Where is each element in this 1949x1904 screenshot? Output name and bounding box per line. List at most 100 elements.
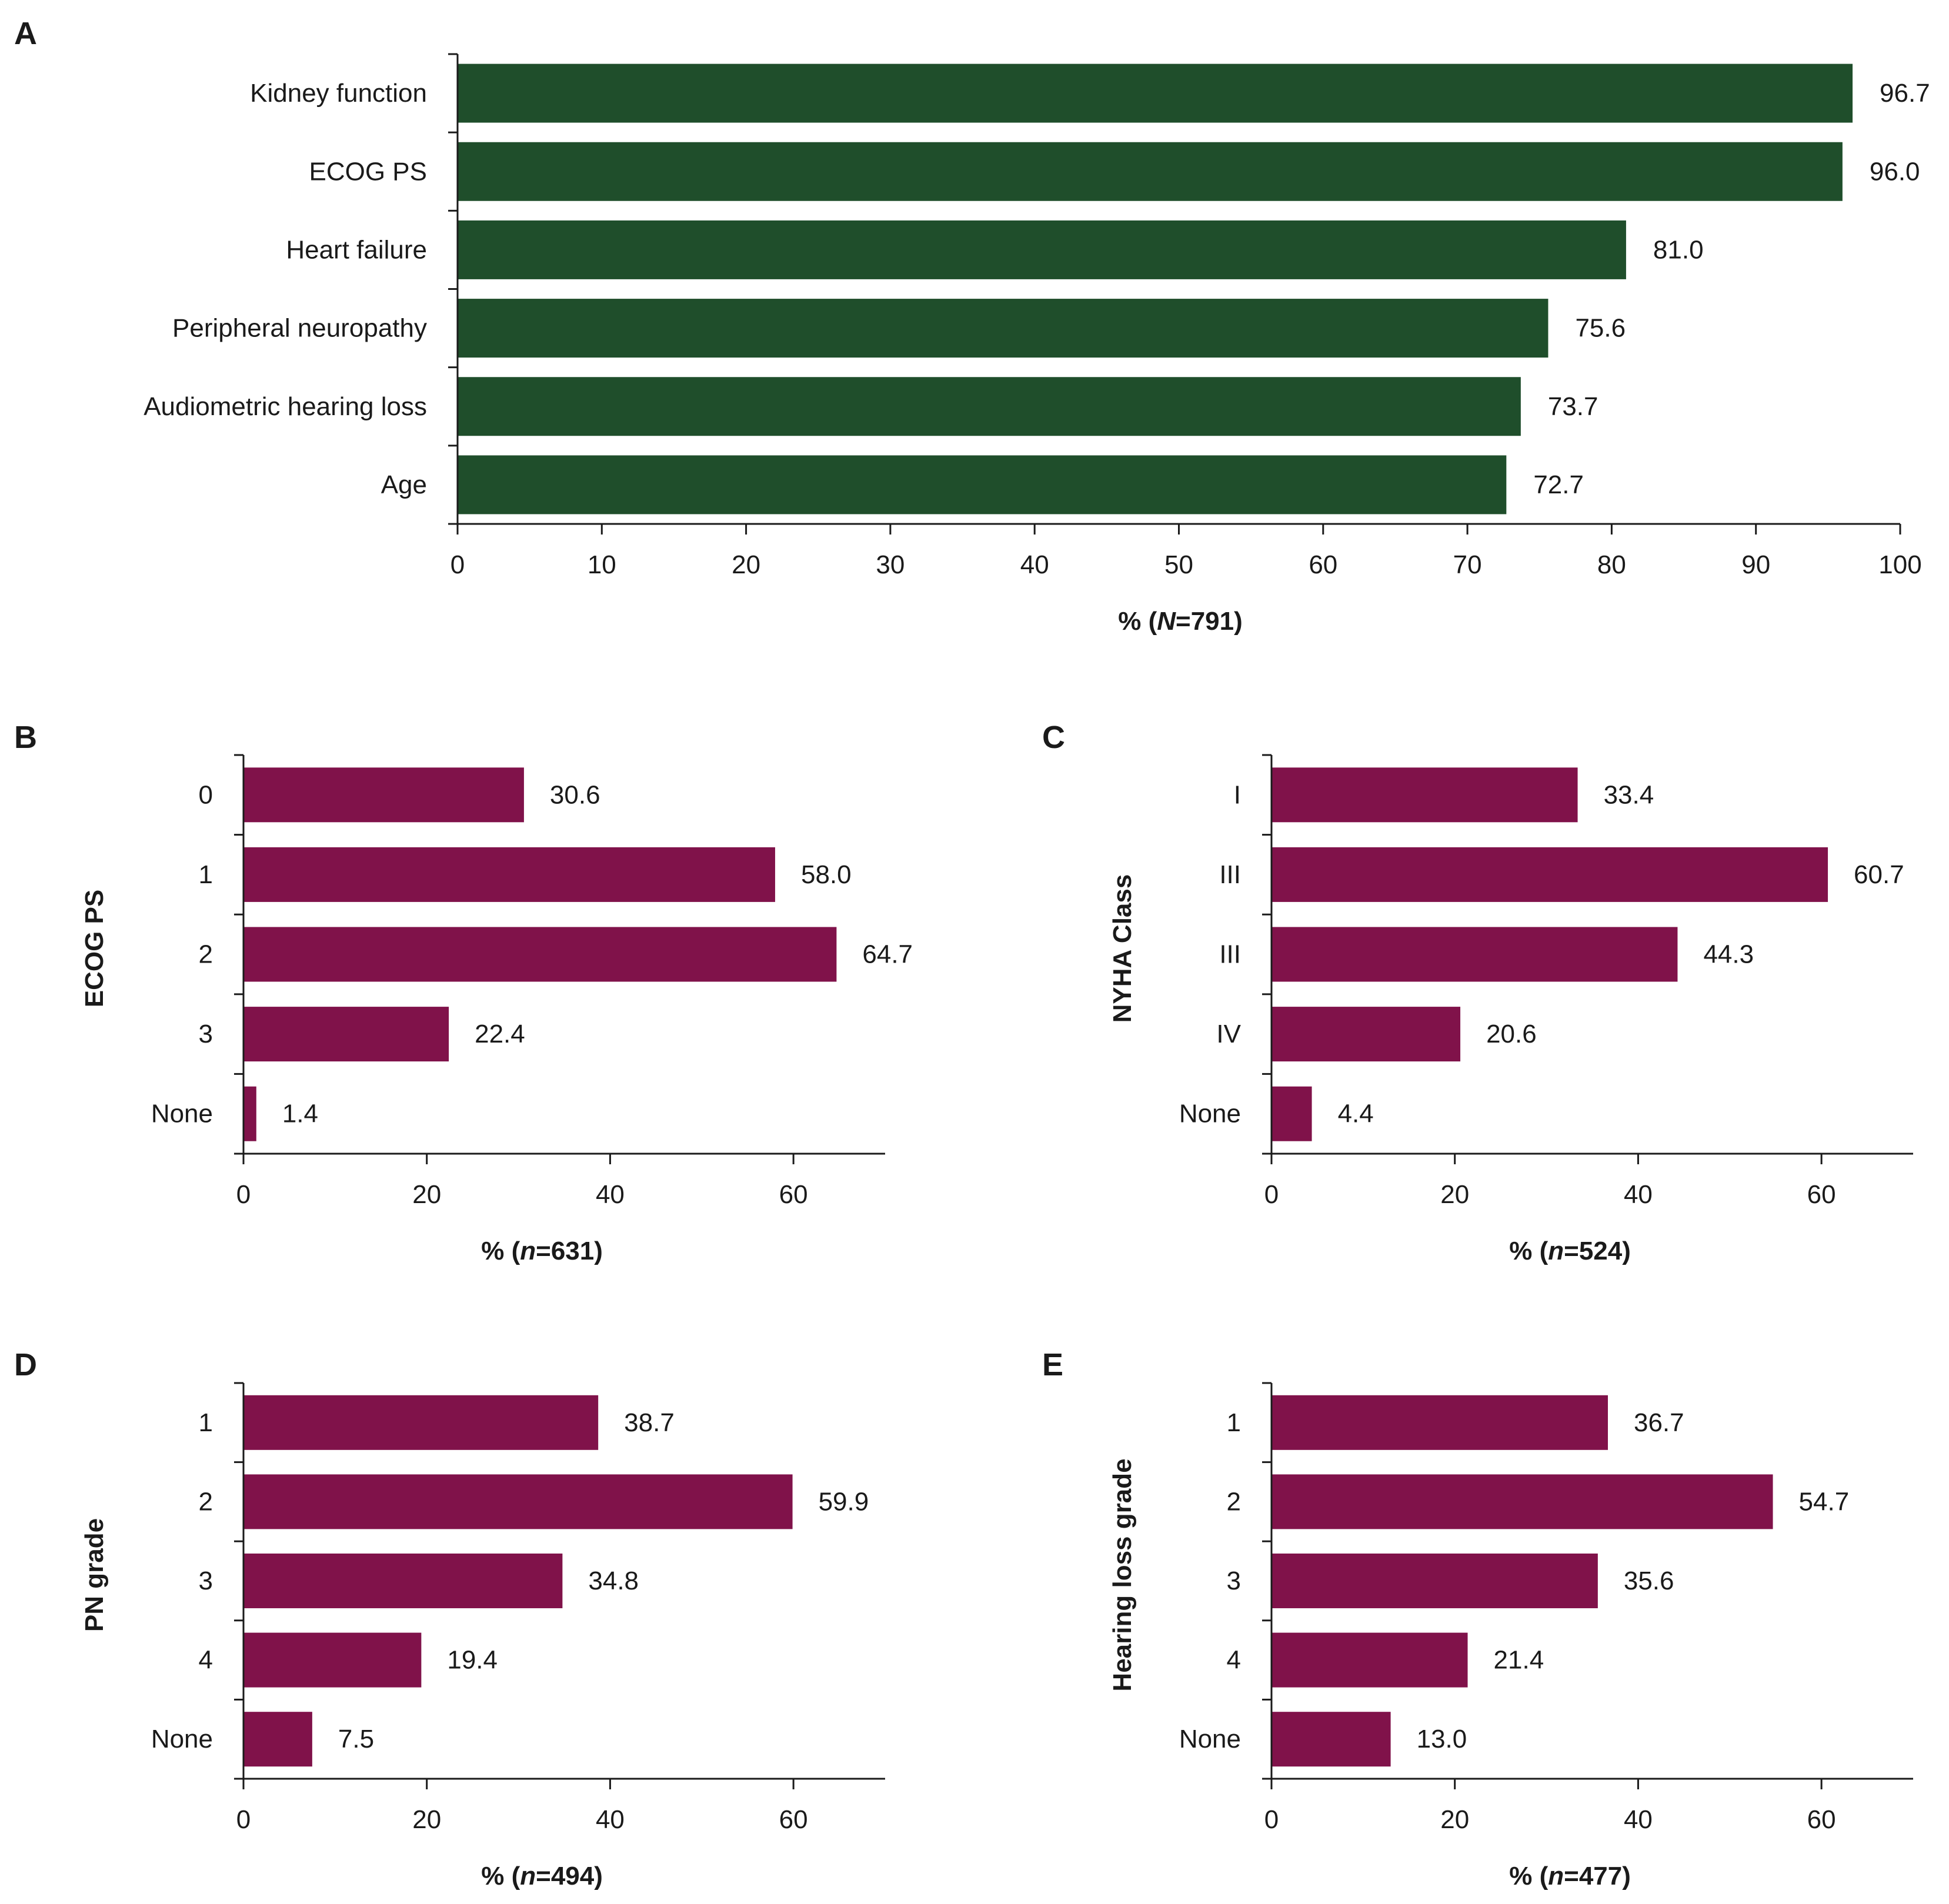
panel-c-bar xyxy=(1272,847,1828,902)
panel-c-value-label: 60.7 xyxy=(1854,860,1904,889)
panel-a-x-tick-label: 50 xyxy=(1164,550,1193,579)
panel-c-category-label: None xyxy=(1179,1100,1241,1128)
panel-a-value-label: 72.7 xyxy=(1533,470,1584,499)
panel-c-category-label: I xyxy=(1234,780,1241,809)
panel-b-value-label: 1.4 xyxy=(282,1100,318,1128)
panel-a-value-label: 96.7 xyxy=(1880,79,1930,108)
panel-d-category-label: None xyxy=(151,1725,213,1753)
panel-a-bar xyxy=(458,455,1507,515)
panel-c-value-label: 44.3 xyxy=(1703,940,1754,969)
panel-b-letter: B xyxy=(14,720,37,755)
panel-e-bar xyxy=(1272,1712,1391,1767)
panel-d-bar xyxy=(244,1632,422,1688)
panel-a-x-tick-label: 40 xyxy=(1020,550,1049,579)
panel-b-x-axis-title-prefix: % ( xyxy=(481,1237,520,1265)
panel-e-category-label: 1 xyxy=(1227,1408,1241,1437)
panel-d-x-axis-title: % (n=494) xyxy=(481,1862,603,1890)
panel-a-category-label: Heart failure xyxy=(286,235,427,264)
panel-e-category-label: 3 xyxy=(1227,1566,1241,1595)
panel-c-x-tick-label: 60 xyxy=(1807,1180,1836,1209)
panel-c-value-label: 33.4 xyxy=(1604,780,1654,809)
panel-a-x-axis-title: % (N=791) xyxy=(1118,607,1243,636)
panel-a-category-label: Kidney function xyxy=(250,79,427,108)
panel-e-bar xyxy=(1272,1395,1608,1450)
panel-d-x-tick-label: 20 xyxy=(412,1805,441,1834)
panel-d-category-label: 4 xyxy=(199,1646,213,1675)
panel-d-bar xyxy=(244,1395,599,1450)
panel-a-x-axis-title-n: N xyxy=(1157,607,1176,636)
panel-d-x-tick-label: 40 xyxy=(596,1805,625,1834)
panel-b-category-label: None xyxy=(151,1100,213,1128)
panel-a-x-tick-label: 70 xyxy=(1453,550,1482,579)
panel-a-value-label: 81.0 xyxy=(1653,235,1704,264)
panel-d-y-axis-title: PN grade xyxy=(80,1518,109,1632)
panel-c-x-axis-title-suffix: =524) xyxy=(1564,1237,1631,1265)
panel-d-letter: D xyxy=(14,1347,37,1382)
panel-d-x-axis-title-prefix: % ( xyxy=(481,1862,520,1890)
panel-a-category-label: Audiometric hearing loss xyxy=(143,392,427,421)
panel-c-x-tick-label: 20 xyxy=(1440,1180,1469,1209)
panel-b-x-axis-title-suffix: =631) xyxy=(536,1237,603,1265)
panel-b-y-axis-title: ECOG PS xyxy=(80,890,109,1008)
panel-c: C I 33.4 III 60.7 III 44.3 IV 20.6 None 4.4 0 20 40 60… xyxy=(1042,720,1913,1265)
panel-d-value-label: 19.4 xyxy=(447,1646,498,1675)
panel-b-bar xyxy=(244,847,775,902)
panel-b-value-label: 58.0 xyxy=(801,860,852,889)
panel-b-x-axis-title-n: n xyxy=(520,1237,536,1265)
panel-d-category-label: 2 xyxy=(199,1487,213,1516)
panel-d-bar xyxy=(244,1554,563,1608)
panel-e-bar xyxy=(1272,1554,1598,1608)
panel-c-bar xyxy=(1272,927,1678,982)
panel-e-category-label: 2 xyxy=(1227,1487,1241,1516)
panel-a: A Kidney function 96.7 ECOG PS 96.0 Heart fai… xyxy=(14,16,1930,636)
panel-a-value-label: 75.6 xyxy=(1575,314,1626,343)
panel-d-x-axis-title-n: n xyxy=(520,1862,536,1890)
panel-e-x-tick-label: 0 xyxy=(1264,1805,1279,1834)
panel-e-x-axis-title-suffix: =477) xyxy=(1564,1862,1631,1890)
panel-e-y-axis-title: Hearing loss grade xyxy=(1108,1458,1137,1691)
panel-e-value-label: 36.7 xyxy=(1634,1408,1684,1437)
panel-b-x-tick-label: 0 xyxy=(236,1180,251,1209)
panel-c-x-axis-title-n: n xyxy=(1548,1237,1564,1265)
panel-d-x-axis-title-suffix: =494) xyxy=(536,1862,603,1890)
panel-e-x-tick-label: 60 xyxy=(1807,1805,1836,1834)
panel-d-x-tick-label: 0 xyxy=(236,1805,251,1834)
panel-e-value-label: 21.4 xyxy=(1494,1646,1544,1675)
panel-e-category-label: 4 xyxy=(1227,1646,1241,1675)
panel-b-category-label: 3 xyxy=(199,1020,213,1048)
panel-c-value-label: 20.6 xyxy=(1486,1020,1537,1048)
panel-e-value-label: 13.0 xyxy=(1417,1725,1467,1753)
panel-c-category-label: III xyxy=(1219,940,1241,969)
panel-a-x-axis-title-prefix: % ( xyxy=(1118,607,1157,636)
panel-a-category-label: Peripheral neuropathy xyxy=(172,314,427,343)
panel-e-value-label: 35.6 xyxy=(1624,1566,1674,1595)
panel-a-value-label: 73.7 xyxy=(1548,392,1598,421)
panel-a-x-tick-label: 20 xyxy=(732,550,760,579)
panel-d-value-label: 7.5 xyxy=(338,1725,374,1753)
panel-b-bar xyxy=(244,767,524,823)
panel-d-value-label: 59.9 xyxy=(819,1487,869,1516)
panel-a-x-tick-label: 80 xyxy=(1597,550,1626,579)
panel-c-y-axis-title: NYHA Class xyxy=(1108,874,1137,1023)
panel-b: B 0 30.6 1 58.0 2 64.7 3 22.4 None 1.4 0 20 40 60 % (n=… xyxy=(14,720,913,1265)
panel-b-bar xyxy=(244,927,837,982)
panel-a-category-label: Age xyxy=(381,470,427,499)
panel-d-x-tick-label: 60 xyxy=(779,1805,808,1834)
panel-d-category-label: 3 xyxy=(199,1566,213,1595)
panel-a-category-label: ECOG PS xyxy=(309,157,428,186)
panel-b-value-label: 22.4 xyxy=(475,1020,525,1048)
panel-c-category-label: IV xyxy=(1216,1020,1241,1048)
panel-e-value-label: 54.7 xyxy=(1799,1487,1850,1516)
panel-e-x-axis-title-prefix: % ( xyxy=(1509,1862,1548,1890)
panel-b-category-label: 2 xyxy=(199,940,213,969)
panel-b-category-label: 1 xyxy=(199,860,213,889)
panel-a-x-tick-label: 30 xyxy=(876,550,905,579)
panel-c-x-axis-title-prefix: % ( xyxy=(1509,1237,1548,1265)
panel-d-value-label: 38.7 xyxy=(624,1408,675,1437)
panel-c-bar xyxy=(1272,767,1578,823)
panel-e-bar xyxy=(1272,1632,1468,1688)
panel-a-x-tick-label: 90 xyxy=(1741,550,1770,579)
panel-b-x-tick-label: 20 xyxy=(412,1180,441,1209)
panel-b-bar xyxy=(244,1086,256,1141)
panel-d: D 1 38.7 2 59.9 3 34.8 4 19.4 None 7.5 0 20 40 60 % (n=… xyxy=(14,1347,885,1890)
